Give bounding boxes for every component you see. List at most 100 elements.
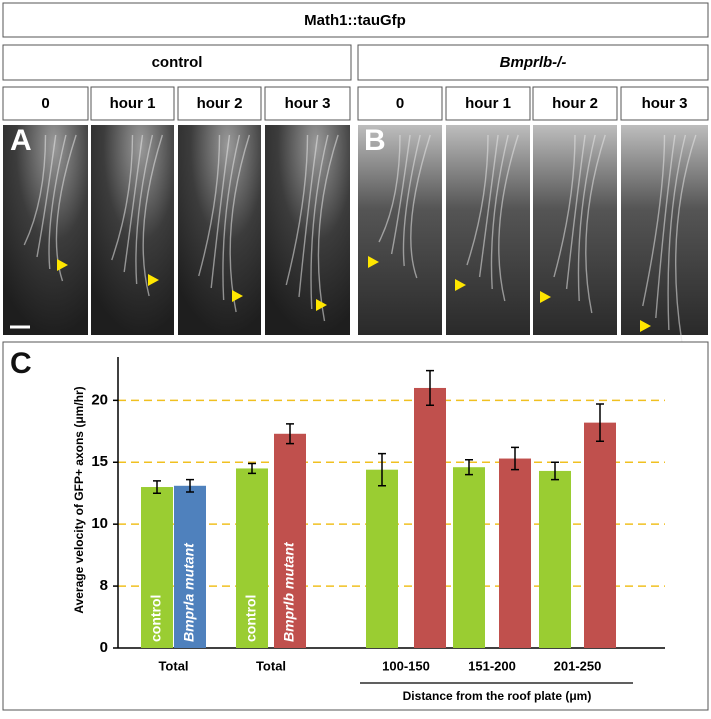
- axon: [210, 134, 231, 289]
- y-tick-label: 15: [91, 453, 108, 470]
- group-label: Bmprlb-/-: [500, 54, 567, 71]
- axon: [390, 134, 411, 255]
- arrowhead: [368, 256, 379, 268]
- error-bar: [286, 423, 294, 445]
- axon: [135, 134, 154, 285]
- y-tick-label: 0: [100, 639, 108, 656]
- axon: [498, 134, 519, 302]
- y-tick-label: 20: [91, 391, 108, 408]
- micrograph: [91, 125, 174, 335]
- error-bar: [186, 478, 194, 493]
- micrograph: [178, 125, 261, 335]
- error-bar: [153, 480, 161, 494]
- axon: [310, 134, 329, 310]
- panel-label: A: [10, 124, 32, 157]
- axon: [111, 134, 134, 261]
- arrowhead: [57, 259, 68, 271]
- error-bar: [378, 452, 386, 487]
- arrowhead: [148, 274, 159, 286]
- timepoint-label: hour 2: [197, 95, 243, 112]
- error-bar: [426, 369, 434, 407]
- micrograph: [265, 125, 350, 335]
- timepoint-label: hour 1: [465, 95, 511, 112]
- error-bar: [596, 403, 604, 442]
- arrowhead: [540, 291, 551, 303]
- x-tick-label: 100-150: [382, 658, 430, 673]
- timepoint-label: hour 1: [110, 95, 156, 112]
- axon: [585, 134, 606, 314]
- axon: [667, 134, 687, 331]
- bar: [141, 487, 173, 648]
- bar-label: Bmprla mutant: [181, 542, 197, 642]
- axon: [402, 134, 421, 267]
- arrowhead: [316, 299, 327, 311]
- axon: [675, 134, 697, 343]
- arrowhead: [455, 279, 466, 291]
- axon: [466, 134, 489, 266]
- bar: [274, 433, 306, 648]
- y-tick-label: 8: [100, 577, 108, 594]
- axon: [317, 134, 339, 322]
- panel-label: C: [10, 347, 32, 380]
- x-tick-label: 151-200: [468, 658, 516, 673]
- axon: [142, 134, 164, 297]
- timepoint-box: [532, 86, 618, 121]
- axon: [285, 134, 309, 286]
- bar: [453, 467, 485, 648]
- title-box: [2, 2, 709, 38]
- arrowhead: [232, 290, 243, 302]
- axon: [378, 134, 401, 243]
- timepoint-label: hour 3: [285, 95, 331, 112]
- axon: [48, 134, 67, 270]
- group-box: [2, 44, 352, 81]
- axon: [490, 134, 509, 290]
- micrograph: [446, 125, 530, 335]
- x-tick-label: 201-250: [554, 658, 602, 673]
- timepoint-box: [620, 86, 709, 121]
- bar: [584, 422, 616, 648]
- bar: [366, 469, 398, 648]
- micrograph: [533, 125, 617, 335]
- y-tick-label: 10: [91, 515, 108, 532]
- error-bar: [248, 462, 256, 475]
- bar-label: control: [243, 595, 259, 642]
- timepoint-label: hour 2: [552, 95, 598, 112]
- timepoint-box: [177, 86, 262, 121]
- axon: [123, 134, 144, 273]
- axon: [565, 134, 586, 290]
- image-row: [3, 125, 708, 343]
- axon: [642, 134, 666, 307]
- group-box: [357, 44, 709, 81]
- bar: [174, 485, 206, 648]
- x-tick-label: Total: [158, 658, 188, 673]
- bar-label: control: [148, 595, 164, 642]
- axon: [23, 134, 47, 246]
- error-bar: [511, 446, 519, 471]
- timepoint-label: hour 3: [642, 95, 688, 112]
- bar: [539, 470, 571, 648]
- axon: [655, 134, 676, 319]
- axon: [478, 134, 499, 278]
- axon: [577, 134, 596, 302]
- panel-label: B: [364, 124, 386, 157]
- timepoint-box: [264, 86, 351, 121]
- timepoint-label: 0: [41, 95, 49, 112]
- error-bar: [465, 459, 473, 476]
- axon: [553, 134, 576, 278]
- timepoint-label: 0: [396, 95, 404, 112]
- micrograph: [621, 125, 708, 335]
- bar: [499, 458, 531, 648]
- timepoint-box: [445, 86, 531, 121]
- x-group-label: Distance from the roof plate (μm): [403, 689, 592, 703]
- axon: [298, 134, 319, 298]
- axon: [410, 134, 431, 279]
- error-bar: [551, 461, 559, 481]
- bar: [236, 468, 268, 648]
- timepoint-box: [2, 86, 89, 121]
- x-tick-label: Total: [256, 658, 286, 673]
- micrograph: [358, 125, 442, 335]
- axon: [198, 134, 221, 277]
- timepoint-box: [357, 86, 443, 121]
- y-axis-label: Average velocity of GFP+ axons (μm/hr): [72, 386, 86, 613]
